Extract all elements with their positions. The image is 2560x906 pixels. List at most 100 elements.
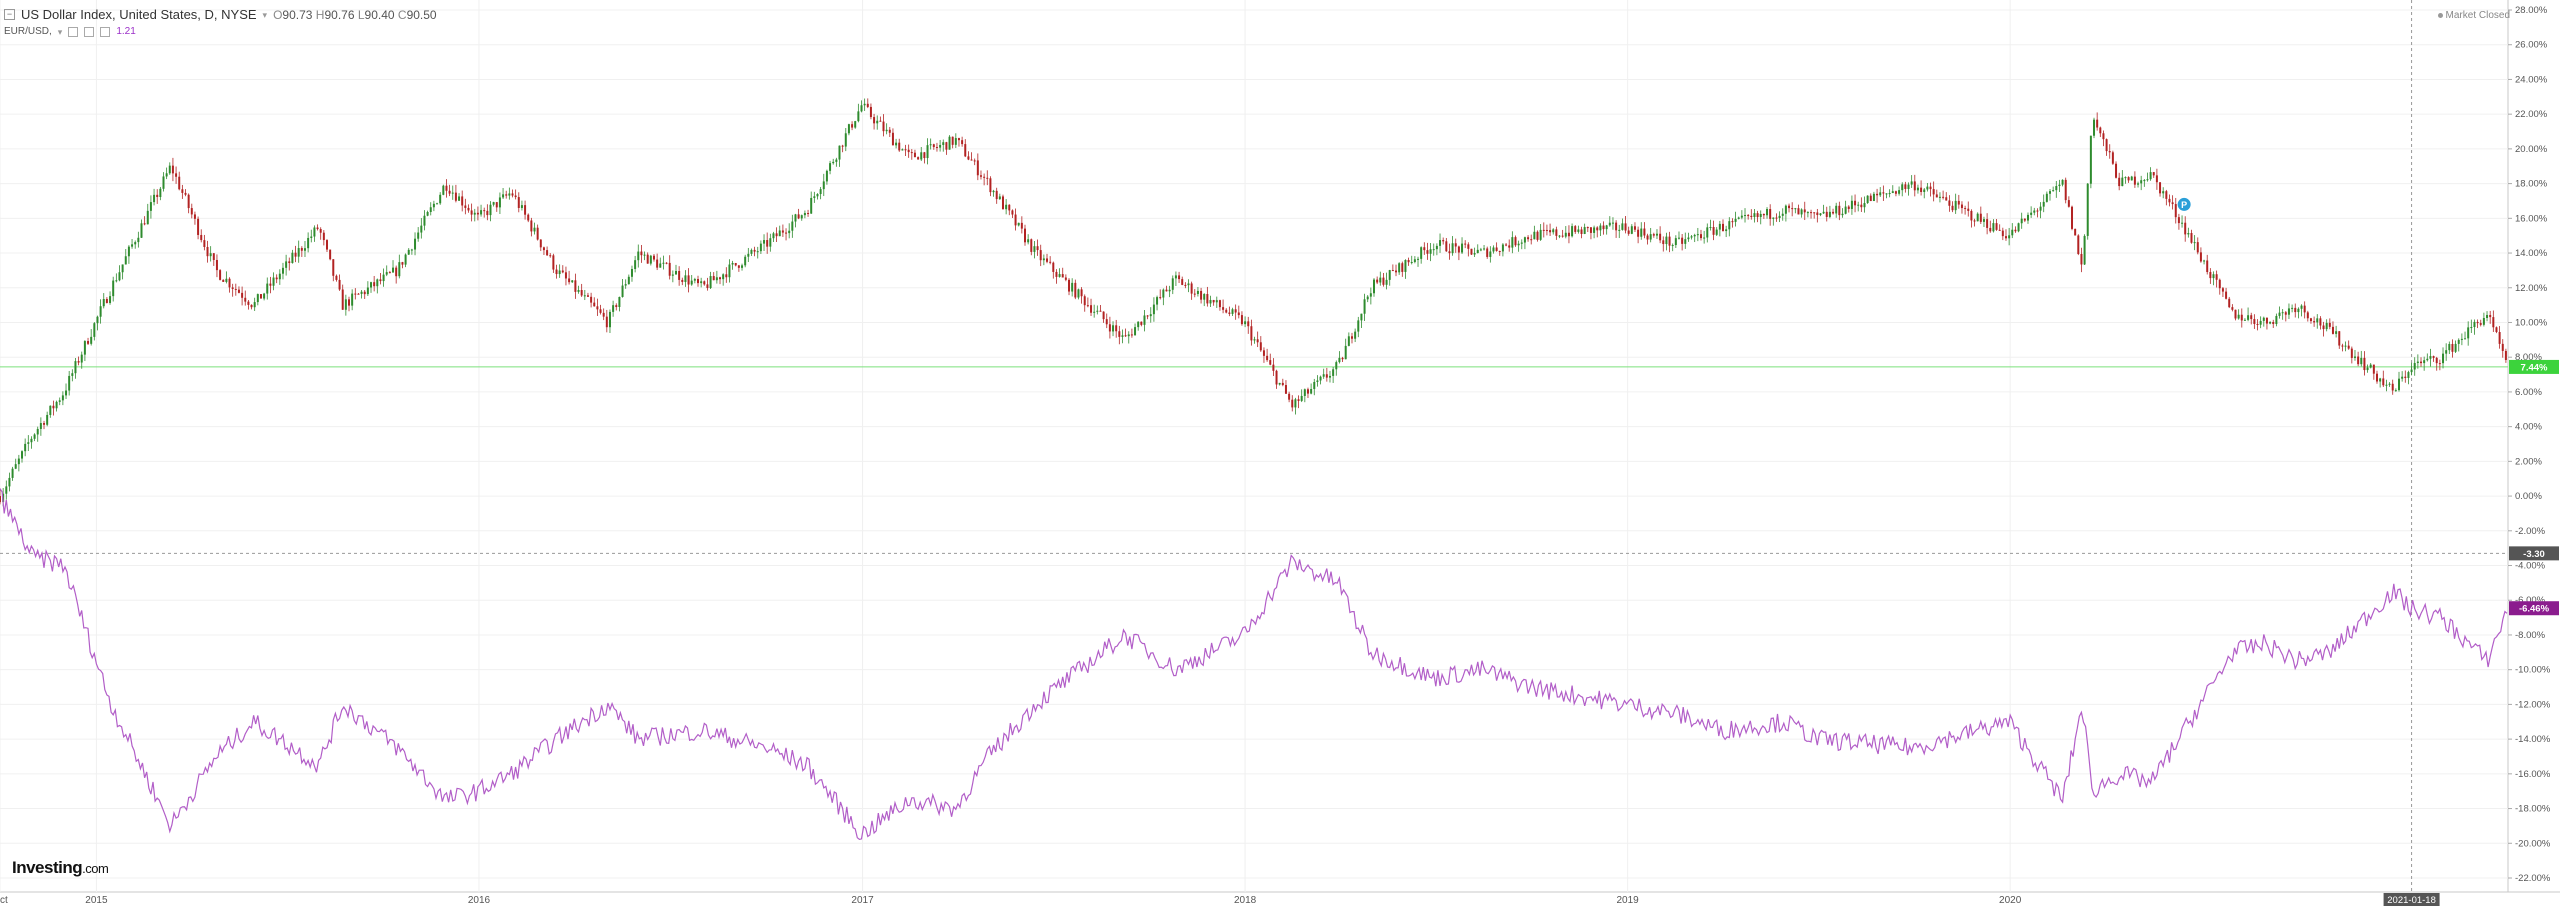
chevron-down-icon[interactable]: ▾ <box>57 26 63 37</box>
candle-body <box>1508 245 1511 248</box>
candle-body <box>687 275 690 285</box>
candle-body <box>2168 198 2171 203</box>
candle-body <box>1511 237 1514 248</box>
high-value: 90.76 <box>324 7 355 22</box>
candle-body <box>134 242 137 245</box>
candle-body <box>630 268 633 277</box>
candle-body <box>1948 200 1951 206</box>
candle-body <box>627 276 630 285</box>
candle-body <box>193 214 196 219</box>
candle-body <box>1168 289 1171 292</box>
candle-body <box>1105 319 1108 325</box>
close-icon[interactable] <box>100 26 111 37</box>
candle-body <box>1341 357 1344 360</box>
candle-body <box>2033 210 2036 213</box>
symbol-title[interactable]: US Dollar Index, United States, D, NYSE <box>21 6 257 22</box>
candle-body <box>489 204 492 216</box>
candle-body <box>728 264 731 278</box>
candle-body <box>1156 297 1159 305</box>
candle-body <box>1479 249 1482 251</box>
candle-body <box>536 227 539 240</box>
visibility-icon[interactable] <box>84 26 95 37</box>
candle-body <box>2265 317 2268 324</box>
candle-body <box>1470 248 1473 255</box>
candle-body <box>212 253 215 260</box>
collapse-icon[interactable]: − <box>4 9 15 20</box>
candle-body <box>1256 339 1259 343</box>
candle-body <box>2174 204 2177 218</box>
candle-body <box>250 304 253 308</box>
candle-body <box>1690 236 1693 238</box>
candle-body <box>929 144 932 146</box>
candle-body <box>1904 184 1907 189</box>
candle-body <box>1074 282 1077 298</box>
y-tick-label: -6.00% <box>2515 595 2546 606</box>
candle-body <box>1068 279 1071 292</box>
candle-body <box>741 265 744 268</box>
candle-body <box>2272 321 2275 325</box>
chart-legend: − US Dollar Index, United States, D, NYS… <box>4 6 437 40</box>
candle-body <box>1181 279 1184 285</box>
candle-body <box>263 293 266 299</box>
candle-body <box>1036 246 1039 251</box>
candle-body <box>1549 230 1552 233</box>
candle-body <box>184 192 187 195</box>
candle-body <box>520 205 523 208</box>
candle-body <box>847 124 850 134</box>
candle-body <box>338 279 341 290</box>
candle-body <box>1196 290 1199 294</box>
candle-body <box>1894 191 1897 194</box>
candle-body <box>165 173 168 177</box>
candle-body <box>1435 245 1438 250</box>
candle-body <box>2344 345 2347 347</box>
candle-body <box>838 145 841 160</box>
candle-body <box>2152 172 2155 176</box>
candle-body <box>2328 322 2331 327</box>
candle-body <box>712 276 715 281</box>
candle-body <box>1014 214 1017 226</box>
candle-body <box>2495 327 2498 333</box>
candle-body <box>898 142 901 151</box>
candle-body <box>30 438 33 443</box>
candle-body <box>2363 357 2366 371</box>
candle-body <box>1555 229 1558 236</box>
chevron-down-icon[interactable]: ▾ <box>262 9 268 20</box>
candle-body <box>1964 208 1967 210</box>
candle-body <box>2338 331 2341 346</box>
candle-body <box>2379 378 2382 382</box>
candle-body <box>816 194 819 197</box>
candle-body <box>24 443 27 452</box>
candle-body <box>2190 233 2193 243</box>
candle-body <box>1253 339 1256 341</box>
candle-body <box>1291 399 1294 408</box>
candle-body <box>203 240 206 247</box>
candle-body <box>2350 348 2353 358</box>
candle-body <box>451 192 454 194</box>
candle-body <box>608 311 611 328</box>
eurusd-last-value-badge-bg <box>2509 601 2559 616</box>
candle-body <box>1891 191 1894 194</box>
candle-body <box>2281 312 2284 314</box>
candle-body <box>2133 176 2136 185</box>
candle-body <box>1520 242 1523 244</box>
candle-body <box>297 248 300 257</box>
compare-symbol[interactable]: EUR/USD, <box>4 25 52 37</box>
candle-body <box>2278 312 2281 316</box>
candle-body <box>322 232 325 241</box>
candle-body <box>539 239 542 248</box>
candle-body <box>1143 315 1146 325</box>
candle-body <box>2347 345 2350 349</box>
candle-body <box>2360 357 2363 365</box>
candle-body <box>693 279 696 281</box>
settings-icon[interactable] <box>68 26 79 37</box>
candle-body <box>2064 179 2067 201</box>
candle-body <box>1495 247 1498 251</box>
candle-body <box>266 283 269 294</box>
candle-body <box>1621 223 1624 230</box>
candle-body <box>1152 304 1155 315</box>
candle-body <box>1722 223 1725 232</box>
candle-body <box>1313 381 1316 390</box>
candle-body <box>725 274 728 278</box>
candle-body <box>825 170 828 182</box>
